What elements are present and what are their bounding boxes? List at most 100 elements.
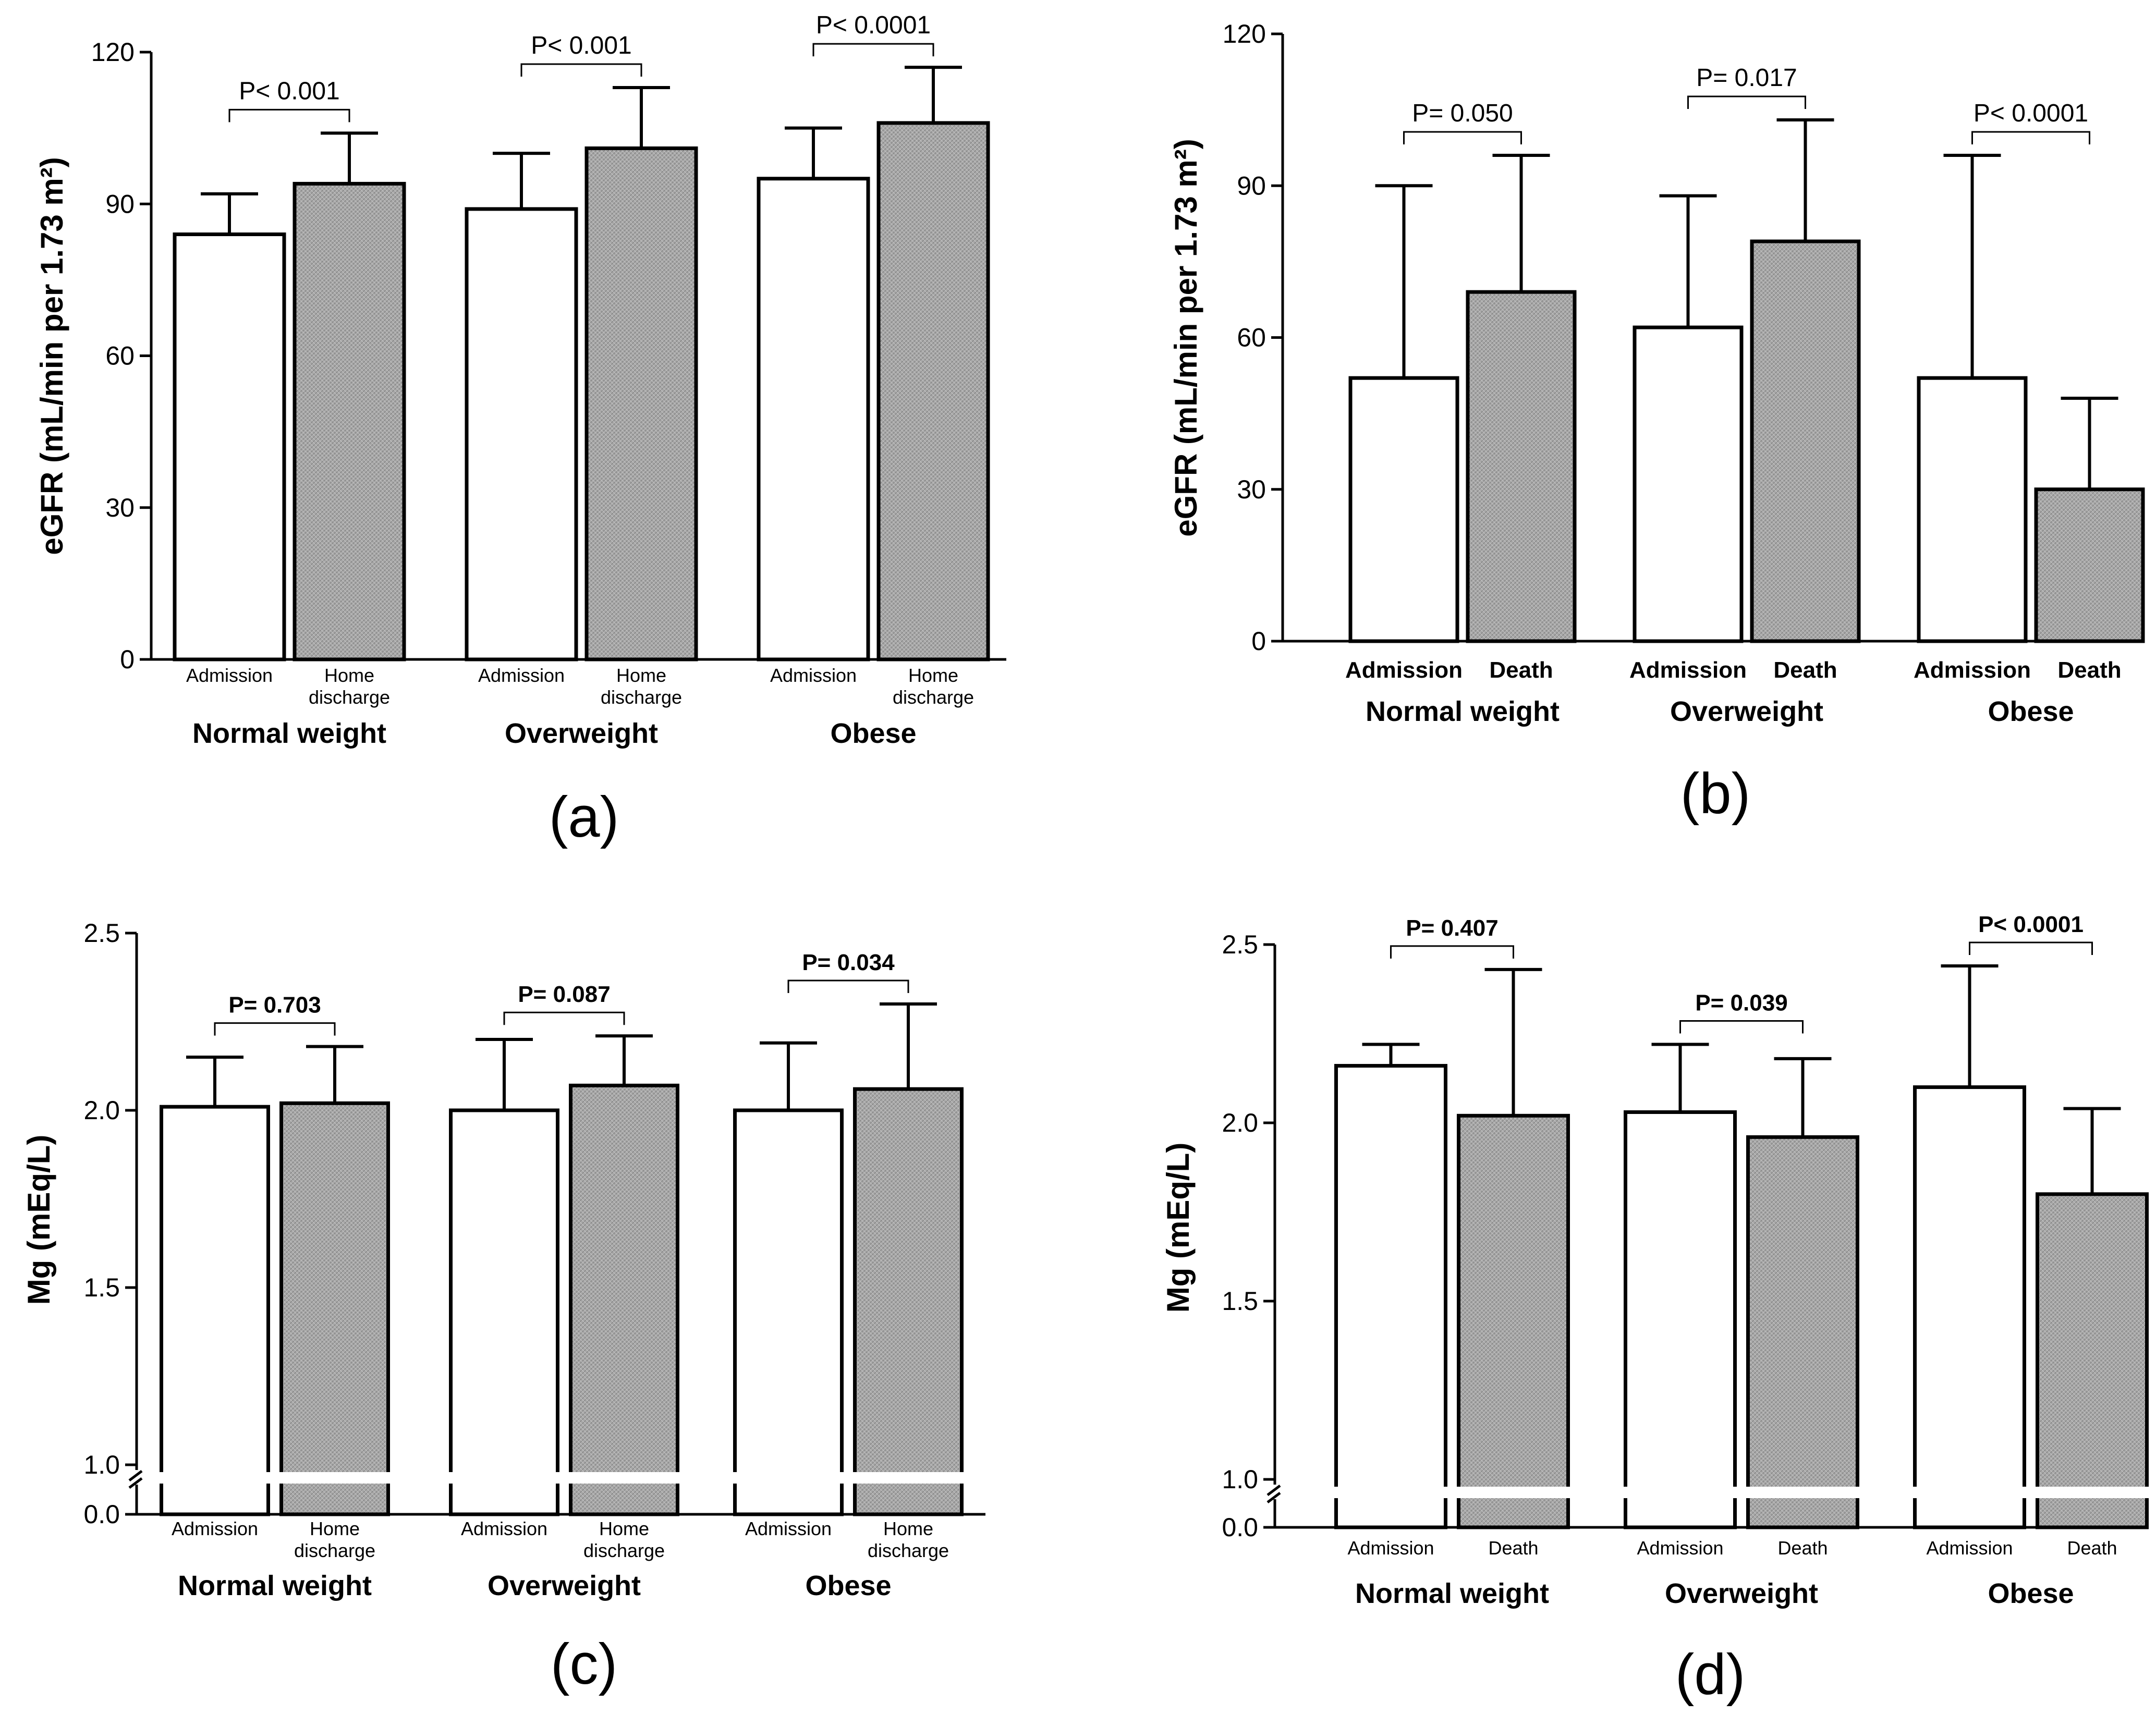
- p-value-label: P= 0.050: [1412, 100, 1513, 127]
- p-value-label: P= 0.703: [228, 993, 321, 1018]
- x-category-label: Home discharge: [868, 1518, 949, 1561]
- y-tick-label: 1.5: [1222, 1287, 1258, 1316]
- bar-event: [853, 1087, 964, 1516]
- y-axis-label: eGFR (mL/min per 1.73 m²): [1168, 139, 1203, 536]
- bar-break-gap: [1745, 1487, 1861, 1498]
- x-category-label: Death: [2057, 657, 2121, 683]
- p-value-label: P= 0.034: [802, 950, 895, 975]
- bar-break-gap: [1455, 1487, 1572, 1498]
- p-value-label: P< 0.001: [531, 32, 632, 59]
- x-category-label: Admission: [1629, 657, 1747, 683]
- y-tick-label: 120: [1223, 19, 1266, 48]
- y-tick-label: 2.5: [83, 918, 120, 948]
- x-category-label: Admission: [1926, 1537, 2013, 1559]
- y-tick-label: 2.0: [1222, 1108, 1258, 1137]
- panel-d: 0.0 1.0 1.5 2.0 2.5 Mg (mEq/L) Admission Death N…: [1161, 912, 2150, 1707]
- bar-break-gap: [1622, 1487, 1738, 1498]
- x-category-label: Death: [1488, 1537, 1538, 1559]
- bar-admission: [1913, 1085, 2026, 1529]
- x-category-label: Admission: [186, 665, 273, 686]
- x-category-label: Admission: [770, 665, 857, 686]
- x-category-label-line1: Home: [310, 1518, 360, 1539]
- x-group-label: Overweight: [1665, 1578, 1818, 1609]
- bar-break-gap: [278, 1472, 392, 1484]
- x-category-label: Admission: [478, 665, 565, 686]
- y-tick-label: 0.0: [1222, 1513, 1258, 1542]
- bar-break-gap: [732, 1472, 845, 1484]
- x-category-label: Home discharge: [309, 665, 390, 708]
- x-category-label: Admission: [745, 1518, 832, 1539]
- x-group-label: Normal weight: [1355, 1578, 1549, 1609]
- p-value-bracket: [1679, 1020, 1804, 1034]
- panel-label: (a): [549, 785, 619, 849]
- p-value-bracket: [228, 108, 350, 123]
- bar-event: [2034, 487, 2145, 643]
- p-value-label: P= 0.407: [1406, 915, 1498, 941]
- x-category-label-line1: Home: [599, 1518, 649, 1539]
- x-group-label: Normal weight: [192, 718, 386, 749]
- p-value-bracket: [787, 979, 909, 993]
- bar-event: [1457, 1113, 1570, 1529]
- p-value-label: P< 0.0001: [1974, 100, 2088, 127]
- bar-admission: [733, 1108, 844, 1516]
- y-tick-label: 60: [1237, 323, 1266, 352]
- bar-event: [569, 1083, 679, 1516]
- bar-break-gap: [1911, 1487, 2028, 1498]
- x-category-label: Admission: [1637, 1537, 1723, 1559]
- x-category-label-line2: discharge: [868, 1540, 949, 1561]
- x-group-label: Obese: [805, 1570, 891, 1601]
- bar-event: [584, 146, 698, 662]
- p-value-bracket: [1969, 941, 2093, 956]
- p-value-label: P= 0.087: [518, 982, 610, 1007]
- x-group-label: Normal weight: [1366, 696, 1560, 727]
- panel-c: 0.01.01.52.02.5Mg (mEq/L)Admission Home di…: [21, 918, 985, 1696]
- p-value-label: P< 0.001: [239, 77, 340, 105]
- y-tick-label: 2.5: [1222, 930, 1258, 959]
- bar-admission: [1348, 376, 1459, 643]
- bar-event: [2036, 1192, 2149, 1529]
- x-category-label-line2: discharge: [601, 687, 682, 708]
- bar-admission: [173, 232, 286, 662]
- bar-admission: [757, 177, 870, 662]
- panel-label: (d): [1675, 1643, 1745, 1707]
- axis-break-mark: [1266, 1492, 1281, 1503]
- x-group-label: Overweight: [1670, 696, 1823, 727]
- x-category-label: Death: [1773, 657, 1837, 683]
- x-category-label: Admission: [461, 1518, 547, 1539]
- x-category-label-line2: discharge: [893, 687, 974, 708]
- p-value-label: P< 0.0001: [816, 11, 931, 39]
- y-tick-label: 2.0: [83, 1096, 120, 1125]
- y-tick-label: 1.5: [83, 1273, 120, 1302]
- axis-break-mark: [1266, 1485, 1281, 1496]
- y-tick-label: 1.0: [1222, 1465, 1258, 1494]
- p-value-bracket: [1687, 95, 1806, 109]
- y-tick-label: 120: [91, 38, 135, 67]
- x-category-label-line1: Home: [616, 665, 666, 686]
- p-value-bracket: [503, 1011, 625, 1025]
- bar-event: [876, 121, 990, 662]
- p-value-bracket: [520, 63, 642, 77]
- bar-event: [1466, 290, 1577, 643]
- bar-break-gap: [447, 1472, 561, 1484]
- bar-admission: [449, 1108, 559, 1516]
- x-category-label-line1: Home: [908, 665, 958, 686]
- bar-break-gap: [1333, 1487, 1449, 1498]
- y-tick-label: 0: [120, 645, 135, 674]
- bar-event: [293, 181, 406, 662]
- x-category-label: Admission: [1347, 1537, 1434, 1559]
- bar-break-gap: [2034, 1487, 2150, 1498]
- x-category-label: Home discharge: [583, 1518, 665, 1561]
- bar-admission: [465, 207, 578, 662]
- x-category-label: Home discharge: [601, 665, 682, 708]
- y-tick-label: 0: [1251, 627, 1266, 656]
- bar-admission: [160, 1105, 270, 1516]
- p-value-bracket: [214, 1022, 336, 1036]
- panel-a: 0 30 60 90 120 eGFR (mL/min per 1.73 m²) Admis…: [34, 11, 1006, 849]
- panel-b: 0 30 60 90 120 eGFR (mL/min per 1.73 m²) Admis…: [1168, 19, 2145, 826]
- axis-break-mark: [128, 1470, 143, 1481]
- x-group-label: Normal weight: [178, 1570, 372, 1601]
- bar-break-gap: [158, 1472, 272, 1484]
- x-group-label: Obese: [1988, 696, 2074, 727]
- x-category-label: Home discharge: [893, 665, 974, 708]
